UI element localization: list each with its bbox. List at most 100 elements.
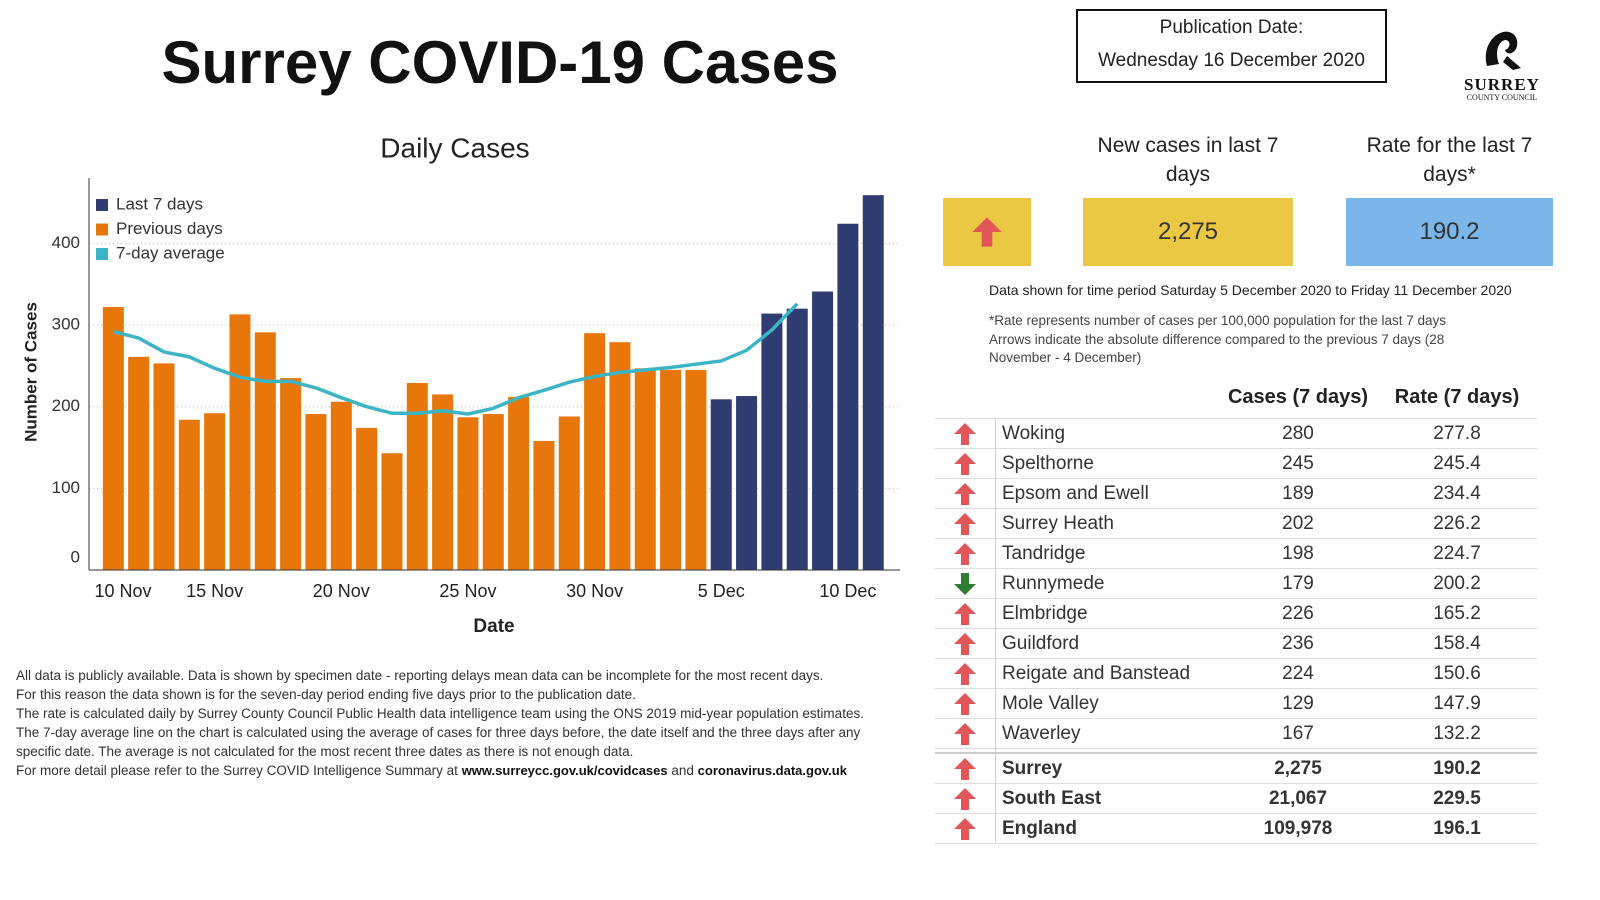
bar bbox=[153, 363, 175, 570]
row-cases: 202 bbox=[1282, 513, 1314, 534]
bar bbox=[609, 342, 631, 570]
section-divider bbox=[935, 752, 1537, 754]
row-divider bbox=[935, 448, 1537, 449]
y-tick-label: 100 bbox=[52, 478, 80, 497]
row-divider bbox=[935, 813, 1537, 814]
note-paragraph: All data is publicly available. Data is … bbox=[16, 668, 824, 683]
bar bbox=[330, 401, 352, 570]
arrow-up bbox=[954, 722, 976, 745]
trend-arrow bbox=[972, 217, 1002, 247]
row-rate: 277.8 bbox=[1433, 423, 1481, 444]
row-rate: 224.7 bbox=[1433, 543, 1481, 564]
row-cases: 245 bbox=[1282, 453, 1314, 474]
bar bbox=[381, 453, 403, 570]
row-arrow bbox=[953, 602, 977, 626]
row-divider bbox=[935, 718, 1537, 719]
trend-arrow bbox=[954, 662, 976, 685]
row-name: Guildford bbox=[1002, 633, 1080, 654]
note-text: and bbox=[667, 763, 698, 778]
legend-label: Previous days bbox=[116, 219, 223, 238]
row-divider bbox=[935, 658, 1537, 659]
row-name: Elmbridge bbox=[1002, 603, 1088, 624]
footnote: *Rate represents number of cases per 100… bbox=[989, 313, 1447, 328]
arrow-up bbox=[954, 757, 976, 780]
row-rate: 165.2 bbox=[1433, 603, 1481, 624]
bar bbox=[837, 223, 859, 570]
logo-subtitle: COUNTY COUNCIL bbox=[1466, 93, 1538, 102]
bar bbox=[178, 419, 200, 570]
arrow-up bbox=[954, 422, 976, 445]
bar bbox=[786, 308, 808, 570]
bar bbox=[558, 416, 580, 570]
x-tick-label: 15 Nov bbox=[186, 581, 243, 601]
row-name: South East bbox=[1002, 788, 1102, 809]
kpi-trend-box bbox=[943, 198, 1031, 266]
row-divider bbox=[935, 783, 1537, 784]
bar bbox=[432, 394, 454, 570]
legend-swatch bbox=[96, 223, 108, 236]
row-rate: 150.6 bbox=[1433, 663, 1481, 684]
row-cases: 280 bbox=[1282, 423, 1314, 444]
footnote: Arrows indicate the absolute difference … bbox=[989, 331, 1445, 366]
bar bbox=[457, 417, 479, 570]
bar bbox=[280, 378, 302, 570]
row-arrow bbox=[953, 757, 977, 781]
row-cases: 129 bbox=[1282, 693, 1314, 714]
row-name: Mole Valley bbox=[1002, 693, 1099, 714]
row-arrow bbox=[953, 572, 977, 596]
x-tick-label: 5 Dec bbox=[698, 581, 745, 601]
page-title: Surrey COVID-19 Cases bbox=[161, 29, 839, 96]
arrow-up bbox=[954, 692, 976, 715]
row-rate: 158.4 bbox=[1433, 633, 1481, 654]
row-name: Tandridge bbox=[1002, 543, 1086, 564]
kpi-new-cases-label: New cases in last 7 days bbox=[1097, 134, 1279, 186]
row-name: Woking bbox=[1002, 423, 1066, 444]
row-rate: 147.9 bbox=[1433, 693, 1481, 714]
row-arrow bbox=[953, 542, 977, 566]
row-arrow bbox=[953, 787, 977, 811]
y-axis-title: Number of Cases bbox=[21, 302, 40, 442]
row-name: England bbox=[1002, 818, 1077, 839]
bar bbox=[229, 314, 251, 570]
row-cases: 2,275 bbox=[1274, 758, 1322, 779]
arrow-up bbox=[954, 542, 976, 565]
bar bbox=[862, 195, 884, 570]
logo-name: SURREY bbox=[1464, 75, 1540, 94]
row-divider bbox=[935, 598, 1537, 599]
trend-arrow bbox=[954, 692, 976, 715]
publication-box: Publication Date: Wednesday 16 December … bbox=[1076, 9, 1387, 83]
legend-swatch bbox=[96, 248, 108, 260]
chart: Daily Cases Date Number of Cases 0 100 200… bbox=[21, 132, 900, 637]
trend-arrow bbox=[954, 422, 976, 445]
trend-arrow bbox=[954, 512, 976, 535]
row-cases: 189 bbox=[1282, 483, 1314, 504]
note-text: For more detail please refer to the Surr… bbox=[16, 763, 462, 778]
row-divider bbox=[935, 478, 1537, 479]
x-axis-title: Date bbox=[473, 616, 514, 637]
notes: All data is publicly available. Data is … bbox=[16, 666, 901, 780]
arrow-up bbox=[954, 602, 976, 625]
trend-arrow bbox=[954, 452, 976, 475]
row-rate: 196.1 bbox=[1433, 818, 1481, 839]
logo: SURREY COUNTY COUNCIL bbox=[1452, 26, 1552, 103]
row-divider bbox=[935, 628, 1537, 629]
row-divider bbox=[935, 418, 1537, 419]
bar bbox=[812, 291, 834, 570]
arrow-up bbox=[954, 787, 976, 810]
arrow-up bbox=[954, 482, 976, 505]
note-paragraph: The 7-day average line on the chart is c… bbox=[16, 725, 861, 759]
kpi-rate: 190.2 bbox=[1346, 198, 1553, 266]
x-tick-label: 30 Nov bbox=[566, 581, 623, 601]
x-tick-label: 10 Nov bbox=[94, 581, 151, 601]
row-cases: 21,067 bbox=[1268, 788, 1328, 809]
row-cases: 226 bbox=[1282, 603, 1314, 624]
row-divider bbox=[935, 843, 1537, 844]
note-paragraph: The rate is calculated daily by Surrey C… bbox=[16, 706, 864, 721]
publication-date: Wednesday 16 December 2020 bbox=[1098, 50, 1365, 71]
bar bbox=[204, 413, 226, 570]
trend-arrow bbox=[954, 632, 976, 655]
bar bbox=[584, 333, 606, 570]
row-arrow bbox=[953, 452, 977, 476]
trend-arrow bbox=[954, 602, 976, 625]
